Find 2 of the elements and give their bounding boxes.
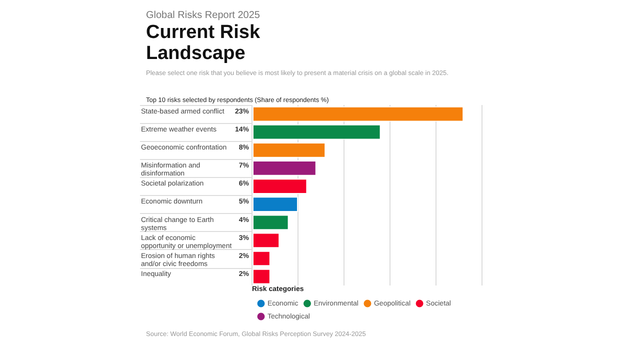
chart-title: Current Risk Landscape: [146, 22, 262, 64]
chart-subtitle: Global Risks Report 2025: [146, 10, 260, 21]
